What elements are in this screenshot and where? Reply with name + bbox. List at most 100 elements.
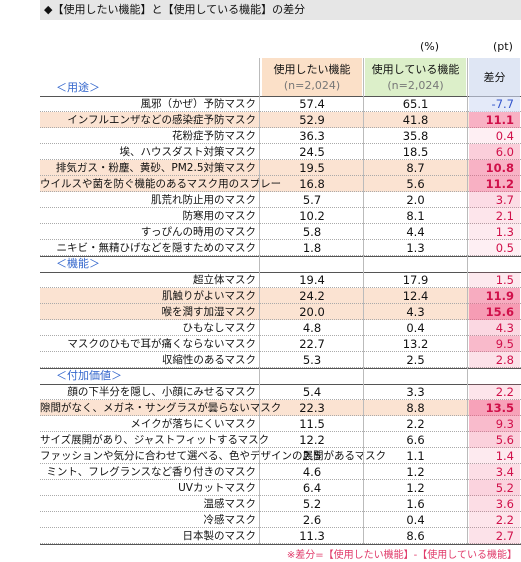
diff-cell: 15.6 (469, 304, 520, 320)
row-label: 排気ガス・粉塵、黄砂、PM2.5対策マスク (55, 162, 256, 174)
cell: 2.5 (302, 449, 322, 463)
row-line (40, 335, 521, 336)
section-line (40, 272, 521, 273)
cell: 5.2 (302, 497, 322, 511)
row-label: 花粉症予防マスク (172, 130, 256, 142)
section-label: ＜付加価値＞ (56, 369, 122, 382)
row-highlight (40, 112, 469, 128)
diff-cell: 6.0 (469, 144, 520, 160)
diff-cell: 0.4 (469, 128, 520, 144)
cell: 5.3 (302, 353, 322, 367)
cell: 18.5 (402, 145, 429, 159)
row-label: 日本製のマスク (182, 530, 257, 542)
diff-cell: 1.3 (469, 224, 520, 240)
cell: 8.8 (406, 401, 425, 415)
row-line (40, 463, 521, 464)
row-label: サイズ展開があり、ジャストフィットするマスク (40, 434, 270, 446)
cell: 8.7 (406, 161, 425, 175)
cell: 2.0 (406, 193, 425, 207)
cell: 2.6 (302, 513, 322, 527)
diff-cell: 3.6 (469, 496, 520, 512)
row-highlight (40, 160, 469, 176)
cell: 6.4 (302, 481, 322, 495)
cell: 5.7 (302, 193, 322, 207)
row-label: 超立体マスク (193, 274, 256, 286)
section-row (40, 368, 521, 384)
section-line (40, 96, 521, 97)
cell: 0.4 (406, 321, 425, 335)
diff-cell: 3.7 (469, 192, 520, 208)
row-label: 顔の下半分を隠し、小顔にみせるマスク (67, 386, 256, 398)
diff-cell: 11.2 (469, 176, 520, 192)
row-label: UVカットマスク (178, 482, 256, 494)
cell: 16.8 (299, 177, 325, 191)
cell: 41.8 (402, 113, 429, 127)
diff-cell: 10.8 (469, 160, 520, 176)
column-divider (259, 58, 260, 544)
row-line (40, 127, 521, 128)
row-line (40, 495, 521, 496)
cell: 1.3 (406, 241, 425, 255)
diff-cell: 0.5 (469, 240, 520, 256)
row-line (40, 431, 521, 432)
row-line (40, 223, 521, 224)
cell: 10.2 (299, 209, 325, 223)
diff-cell: 11.1 (469, 112, 520, 128)
column-header: 使用したい機能 (n=2,024) (262, 58, 362, 96)
cell: 11.3 (299, 529, 325, 543)
cell: 5.4 (302, 385, 322, 399)
row-line (40, 351, 521, 352)
row-line (40, 207, 521, 208)
row-highlight (40, 304, 469, 320)
diff-cell: 5.2 (469, 480, 520, 496)
unit: (%) (420, 40, 440, 53)
title: ◆【使用したい機能】と【使用している機能】の差分 (40, 0, 521, 20)
section-label: ＜機能＞ (56, 257, 100, 270)
cell: 8.1 (406, 209, 425, 223)
cell: 4.6 (302, 465, 322, 479)
cell: 3.3 (406, 385, 425, 399)
diff-cell: 2.2 (469, 384, 520, 400)
diff-cell: 2.8 (469, 352, 520, 368)
row-label: ウイルスや菌を防ぐ機能のあるマスク用のスプレー (40, 178, 282, 190)
diff-cell: -7.7 (469, 96, 520, 112)
row-line (40, 527, 521, 528)
diff-cell: 1.4 (469, 448, 520, 464)
cell: 13.2 (402, 337, 429, 351)
column-header: 差分 (469, 58, 520, 96)
row-label: 喉を潤す加湿マスク (161, 306, 257, 318)
diff-cell: 2.7 (469, 528, 520, 544)
row-line (40, 175, 521, 176)
cell: 4.4 (406, 225, 425, 239)
diff-cell: 13.5 (469, 400, 520, 416)
cell: 4.3 (406, 305, 425, 319)
cell: 57.4 (299, 97, 325, 111)
cell: 5.6 (406, 177, 425, 191)
row-highlight (40, 176, 469, 192)
cell: 0.4 (406, 513, 425, 527)
cell: 1.2 (406, 465, 425, 479)
row-line (40, 399, 521, 400)
column-header: 使用している機能 (n=2,024) (365, 58, 466, 96)
row-line (40, 191, 521, 192)
cell: 12.2 (299, 433, 325, 447)
cell: 12.4 (402, 289, 429, 303)
row-label: ミント、フレグランスなど香り付きのマスク (46, 466, 256, 478)
diff-cell: 4.3 (469, 320, 520, 336)
row-line (40, 479, 521, 480)
diff-cell: 9.5 (469, 336, 520, 352)
cell: 65.1 (402, 97, 429, 111)
row-label: ひもなしマスク (182, 322, 257, 334)
column-label: 使用している機能 (371, 63, 460, 76)
row-label: 収縮性のあるマスク (161, 354, 256, 366)
row-line (40, 543, 521, 544)
cell: 6.6 (406, 433, 425, 447)
column-divider (467, 58, 468, 544)
diff-cell: 2.1 (469, 208, 520, 224)
diff-cell: 11.9 (469, 288, 520, 304)
cell: 52.9 (299, 113, 325, 127)
diff-cell: 2.2 (469, 512, 520, 528)
row-line (40, 415, 521, 416)
row-highlight (40, 288, 469, 304)
